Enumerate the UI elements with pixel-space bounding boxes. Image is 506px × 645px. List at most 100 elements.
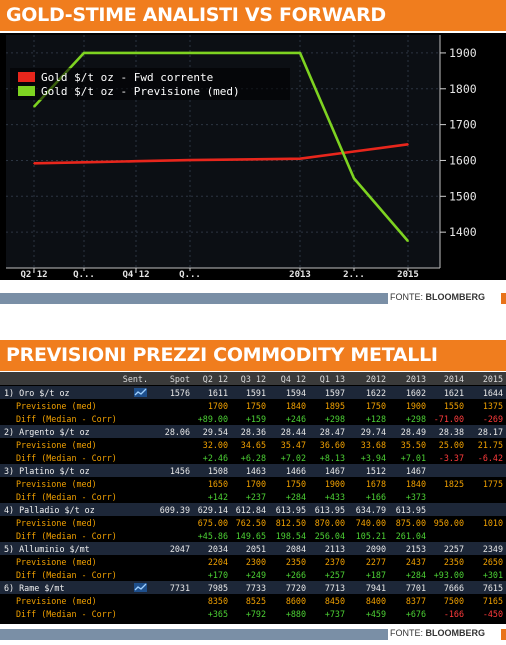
table-cell: 33.68 bbox=[360, 440, 386, 450]
table-cell: 35.50 bbox=[400, 440, 426, 450]
table-cell: 2090 bbox=[365, 544, 386, 554]
table-cell: 28.36 bbox=[240, 427, 266, 437]
table-cell: +166 bbox=[365, 492, 386, 502]
data-point bbox=[299, 52, 301, 54]
y-tick-label: 1800 bbox=[449, 82, 477, 96]
table-cell: 812.50 bbox=[275, 518, 306, 528]
table-cell: +128 bbox=[365, 414, 386, 424]
row-label: Previsione (med) bbox=[16, 479, 97, 489]
table-cell: 25.00 bbox=[438, 440, 464, 450]
data-point bbox=[83, 52, 85, 54]
y-tick-label: 1500 bbox=[449, 189, 477, 203]
table-cell: 1750 bbox=[245, 401, 266, 411]
table-cell: 675.00 bbox=[197, 518, 228, 528]
table-cell: +298 bbox=[405, 414, 426, 424]
table-row: Diff (Median - Corr) +2.46 +6.28 +7.02 +8.13… bbox=[0, 451, 506, 464]
table-cell: -269 bbox=[482, 414, 503, 424]
table-cell: 2113 bbox=[324, 544, 345, 554]
gold-chart-title: GOLD-STIME ANALISTI VS FORWARD bbox=[0, 0, 506, 31]
x-tick-label: 2... bbox=[343, 270, 365, 280]
table-cell: 1895 bbox=[324, 401, 345, 411]
table-cell: +93.00 bbox=[433, 570, 464, 580]
table-cell: 1900 bbox=[324, 479, 345, 489]
table-cell: 2153 bbox=[405, 544, 426, 554]
data-point bbox=[407, 143, 409, 146]
table-row: Previsione (med) 32.00 34.65 35.47 36.60 33.6… bbox=[0, 438, 506, 451]
table-cell: 1375 bbox=[482, 401, 503, 411]
column-header: Q4 12 bbox=[280, 374, 306, 384]
x-tick-label: Q2'12 bbox=[20, 270, 47, 280]
table-cell: 36.60 bbox=[319, 440, 345, 450]
data-point bbox=[83, 161, 85, 164]
table-cell: 1512 bbox=[365, 466, 386, 476]
spot-value: 7731 bbox=[169, 583, 190, 593]
table-cell: 2034 bbox=[207, 544, 228, 554]
data-point bbox=[299, 157, 301, 160]
table-cell: 1840 bbox=[285, 401, 306, 411]
data-point bbox=[135, 160, 137, 162]
source-label: FONTE: bbox=[390, 628, 423, 638]
table-cell: 762.50 bbox=[235, 518, 266, 528]
table-cell: +187 bbox=[365, 570, 386, 580]
row-label: Previsione (med) bbox=[16, 401, 97, 411]
row-label: Diff (Median - Corr) bbox=[16, 414, 117, 424]
data-point bbox=[189, 52, 191, 54]
column-header: Q1 13 bbox=[319, 374, 345, 384]
legend-label: Gold $/t oz - Previsione (med) bbox=[41, 85, 240, 98]
table-row: 4) Palladio $/t oz 609.39 629.14 612.84 613.… bbox=[0, 503, 506, 516]
table-cell: +142 bbox=[207, 492, 228, 502]
legend-swatch bbox=[18, 72, 35, 82]
table-cell: +237 bbox=[245, 492, 266, 502]
gold-chart-svg: 1400 1500 1600 1700 1800 1900 Q2'12 Q... Q4'12 Q… bbox=[6, 35, 477, 280]
table-cell: 2350 bbox=[285, 557, 306, 567]
table-cell: 1650 bbox=[207, 479, 228, 489]
table-cell: 629.14 bbox=[197, 505, 228, 515]
spot-value: 1456 bbox=[169, 466, 190, 476]
table-cell: 1602 bbox=[405, 388, 426, 398]
table-cell: 2257 bbox=[443, 544, 464, 554]
table-row: Previsione (med) 1650 1700 1750 1900 1678 1840… bbox=[0, 477, 506, 490]
table-cell: +737 bbox=[324, 609, 345, 619]
table-cell: 28.17 bbox=[477, 427, 503, 437]
table-cell: +159 bbox=[245, 414, 266, 424]
source-bar bbox=[0, 629, 388, 640]
table-cell: +249 bbox=[245, 570, 266, 580]
table-cell: +433 bbox=[324, 492, 345, 502]
table-cell: 1750 bbox=[285, 479, 306, 489]
table-cell: 149.65 bbox=[235, 531, 266, 541]
legend-box bbox=[10, 68, 290, 100]
column-header: 2015 bbox=[482, 374, 503, 384]
table-cell: 7713 bbox=[324, 583, 345, 593]
table-cell: 8350 bbox=[207, 596, 228, 606]
table-row: Previsione (med) 1700 1750 1840 1895 1750 1900… bbox=[0, 399, 506, 412]
chart-icon[interactable] bbox=[134, 388, 147, 397]
x-tick-label: Q... bbox=[179, 270, 201, 280]
source-bar bbox=[0, 293, 388, 304]
source-credit: FONTE: BLOOMBERG bbox=[0, 290, 506, 306]
table-cell: -3.37 bbox=[438, 453, 464, 463]
table-cell: -6.42 bbox=[477, 453, 503, 463]
table-cell: 2051 bbox=[245, 544, 266, 554]
table-cell: 1700 bbox=[207, 401, 228, 411]
table-cell: +170 bbox=[207, 570, 228, 580]
table-cell: 1597 bbox=[324, 388, 345, 398]
table-cell: +365 bbox=[207, 609, 228, 619]
source-label: FONTE: bbox=[390, 292, 423, 302]
table-row: Previsione (med) 8350 8525 8600 8450 8400 8377… bbox=[0, 594, 506, 607]
table-cell: 1467 bbox=[405, 466, 426, 476]
table-cell: 2204 bbox=[207, 557, 228, 567]
column-header: 2013 bbox=[405, 374, 426, 384]
table-cell: 634.79 bbox=[355, 505, 386, 515]
table-cell: +676 bbox=[405, 609, 426, 619]
table-cell: 1840 bbox=[405, 479, 426, 489]
table-cell: +301 bbox=[482, 570, 503, 580]
table-cell: 1463 bbox=[245, 466, 266, 476]
spot-value: 2047 bbox=[169, 544, 190, 554]
chart-icon[interactable] bbox=[134, 583, 147, 592]
y-tick-label: 1700 bbox=[449, 118, 477, 132]
table-cell: 612.84 bbox=[235, 505, 266, 515]
table-cell: 1700 bbox=[245, 479, 266, 489]
table-row: Diff (Median - Corr) +365 +792 +880 +737 +459… bbox=[0, 607, 506, 620]
row-label: 6) Rame $/mt bbox=[4, 583, 65, 593]
table-cell: 1591 bbox=[245, 388, 266, 398]
